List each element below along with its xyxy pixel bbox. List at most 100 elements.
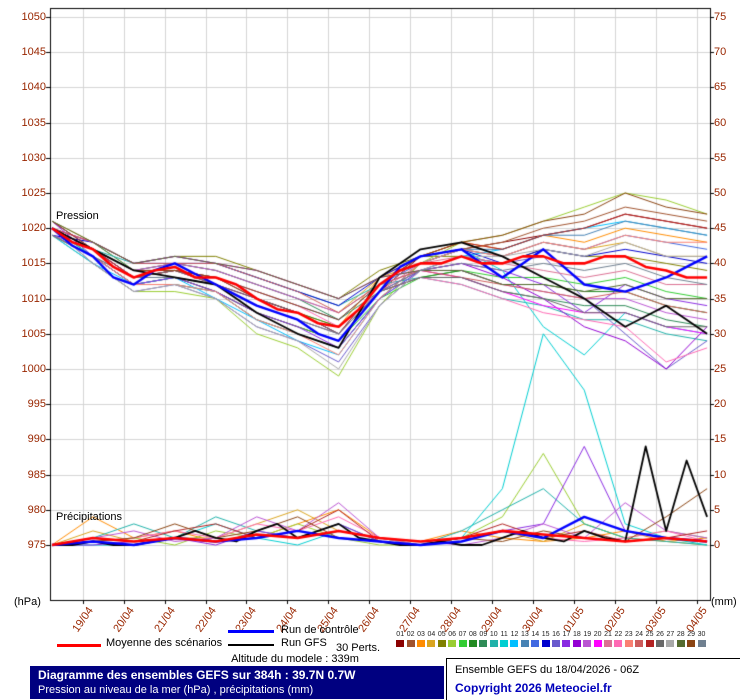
pert-number: 05 — [437, 631, 446, 638]
pert-item: 25 — [644, 630, 654, 647]
pressure-tick-label: 1040 — [21, 81, 46, 94]
pert-item: 03 — [416, 630, 426, 647]
pert-number: 25 — [645, 631, 654, 638]
pert-number: 08 — [469, 631, 477, 638]
pert-number: 06 — [448, 631, 457, 638]
pert-color-square — [552, 640, 561, 647]
pressure-section-label: Pression — [56, 210, 99, 222]
pert-color-square — [604, 640, 612, 647]
precip-tick-label: 35 — [714, 292, 727, 305]
pert-number: 16 — [552, 631, 560, 638]
pert-item: 16 — [551, 630, 561, 647]
pert-number: 23 — [624, 631, 633, 638]
pert-number: 27 — [666, 631, 675, 638]
right-axis-unit-label: (mm) — [711, 596, 737, 608]
pert-number: 24 — [635, 631, 644, 638]
model-altitude-label: Altitude du modele : 339m — [231, 653, 359, 665]
pert-number: 22 — [614, 631, 623, 638]
pert-item: 04 — [426, 630, 436, 647]
pert-item: 26 — [655, 630, 665, 647]
pert-number: 09 — [479, 631, 488, 638]
pert-color-square — [396, 640, 405, 647]
pert-color-square — [427, 640, 436, 647]
pert-item: 13 — [520, 630, 530, 647]
pert-item: 29 — [686, 630, 696, 647]
pert-item: 18 — [572, 630, 582, 647]
pert-color-square — [437, 640, 446, 647]
legend-mean-label: Moyenne des scénarios — [106, 637, 223, 649]
precip-tick-label: 30 — [714, 327, 727, 340]
pert-color-square — [520, 640, 529, 647]
precip-tick-label: 45 — [714, 222, 727, 235]
pert-item: 02 — [405, 630, 415, 647]
pert-number: 21 — [604, 631, 612, 638]
pert-color-square — [655, 640, 664, 647]
legend-gfs-label: Run GFS — [281, 637, 327, 649]
pressure-tick-label: 1020 — [21, 222, 46, 235]
precip-tick-label: 5 — [714, 503, 721, 516]
pert-number: 30 — [697, 631, 706, 638]
pert-color-square — [416, 640, 425, 647]
pert-number: 10 — [489, 631, 498, 638]
pert-number: 02 — [406, 631, 415, 638]
legend-control-label: Run de contrôle — [281, 624, 359, 636]
pressure-tick-label: 985 — [27, 468, 46, 481]
pert-color-square — [583, 640, 592, 647]
pressure-tick-label: 1025 — [21, 187, 46, 199]
pert-number: 18 — [572, 631, 581, 638]
pressure-tick-label: 1035 — [21, 116, 46, 129]
pert-item: 30 — [696, 630, 706, 647]
pert-color-square — [614, 640, 623, 647]
precip-tick-label: 10 — [714, 468, 727, 481]
pert-number: 13 — [520, 631, 529, 638]
pert-item: 09 — [478, 630, 488, 647]
pert-item: 07 — [457, 630, 467, 647]
pert-color-square — [697, 640, 706, 647]
precip-tick-label: 0 — [714, 539, 721, 551]
pert-item: 17 — [561, 630, 571, 647]
pressure-tick-label: 975 — [27, 539, 46, 551]
pert-color-square — [593, 640, 602, 647]
pert-item: 15 — [540, 630, 550, 647]
pert-color-square — [489, 640, 498, 647]
pert-item: 01 — [395, 630, 405, 647]
legend-perts-label: 30 Perts. — [336, 642, 381, 654]
pert-color-square — [406, 640, 415, 647]
pert-color-square — [645, 640, 654, 647]
perturbation-color-legend: 01 02 03 04 05 06 07 08 09 10 11 12 13 14 15 16 17 18 19 20… — [395, 630, 707, 647]
precip-tick-label: 15 — [714, 433, 727, 446]
pressure-tick-label: 980 — [27, 503, 46, 516]
pressure-tick-label: 1015 — [21, 257, 46, 270]
pert-number: 17 — [562, 631, 571, 638]
pert-item: 11 — [499, 630, 509, 647]
pert-number: 07 — [458, 631, 467, 638]
control-line-swatch — [228, 630, 274, 633]
pert-number: 28 — [676, 631, 685, 638]
pert-item: 14 — [530, 630, 540, 647]
pressure-tick-label: 1000 — [21, 363, 46, 375]
precip-tick-label: 70 — [714, 46, 727, 59]
run-info-box: Ensemble GEFS du 18/04/2026 - 06Z Copyri… — [446, 658, 740, 700]
pert-color-square — [676, 640, 685, 647]
pert-item: 19 — [582, 630, 592, 647]
pert-color-square — [510, 640, 519, 647]
pert-color-square — [635, 640, 644, 647]
precip-tick-label: 60 — [714, 116, 727, 129]
pert-color-square — [572, 640, 581, 647]
precip-tick-label: 50 — [714, 187, 727, 199]
pert-color-square — [448, 640, 457, 647]
pert-item: 24 — [634, 630, 644, 647]
pert-item: 23 — [624, 630, 634, 647]
precip-tick-label: 25 — [714, 363, 727, 375]
pert-item: 28 — [676, 630, 686, 647]
pert-color-square — [624, 640, 633, 647]
banner-title: Diagramme des ensembles GEFS sur 384h : … — [38, 668, 356, 682]
pert-item: 27 — [665, 630, 675, 647]
precip-tick-label: 55 — [714, 151, 727, 164]
gfs-line-swatch — [228, 644, 274, 646]
pressure-tick-label: 995 — [27, 398, 46, 411]
banner-subtitle: Pression au niveau de la mer (hPa) , pré… — [38, 684, 314, 696]
mean-line-swatch — [57, 644, 101, 647]
pressure-tick-label: 1010 — [21, 292, 46, 305]
